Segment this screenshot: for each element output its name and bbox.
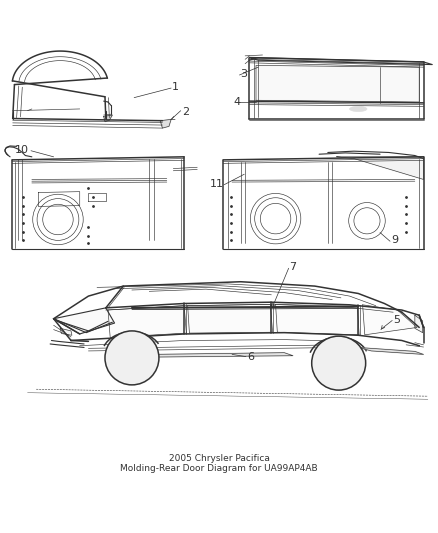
Polygon shape bbox=[415, 315, 423, 333]
Ellipse shape bbox=[350, 107, 367, 111]
Text: 3: 3 bbox=[240, 69, 247, 79]
Polygon shape bbox=[104, 115, 113, 122]
Polygon shape bbox=[53, 308, 115, 334]
Text: 5: 5 bbox=[393, 314, 400, 325]
Polygon shape bbox=[187, 304, 272, 333]
Text: 7: 7 bbox=[290, 262, 297, 272]
Polygon shape bbox=[363, 305, 417, 335]
Polygon shape bbox=[160, 119, 171, 128]
Text: 1: 1 bbox=[172, 82, 179, 92]
Polygon shape bbox=[250, 58, 432, 64]
Circle shape bbox=[105, 331, 159, 385]
Polygon shape bbox=[256, 66, 419, 102]
Polygon shape bbox=[60, 328, 72, 335]
Polygon shape bbox=[276, 304, 359, 335]
Text: 4: 4 bbox=[233, 97, 240, 107]
Polygon shape bbox=[358, 348, 424, 354]
Text: 2005 Chrysler Pacifica
Molding-Rear Door Diagram for UA99AP4AB: 2005 Chrysler Pacifica Molding-Rear Door… bbox=[120, 454, 318, 473]
Circle shape bbox=[127, 353, 137, 363]
Text: 2: 2 bbox=[182, 107, 189, 117]
Text: 10: 10 bbox=[14, 145, 28, 155]
Polygon shape bbox=[108, 305, 186, 337]
Text: 9: 9 bbox=[391, 236, 398, 245]
Circle shape bbox=[312, 336, 366, 390]
Polygon shape bbox=[149, 353, 293, 357]
Text: 6: 6 bbox=[247, 352, 254, 362]
Circle shape bbox=[334, 358, 343, 368]
Polygon shape bbox=[336, 157, 424, 180]
Text: 11: 11 bbox=[209, 179, 223, 189]
